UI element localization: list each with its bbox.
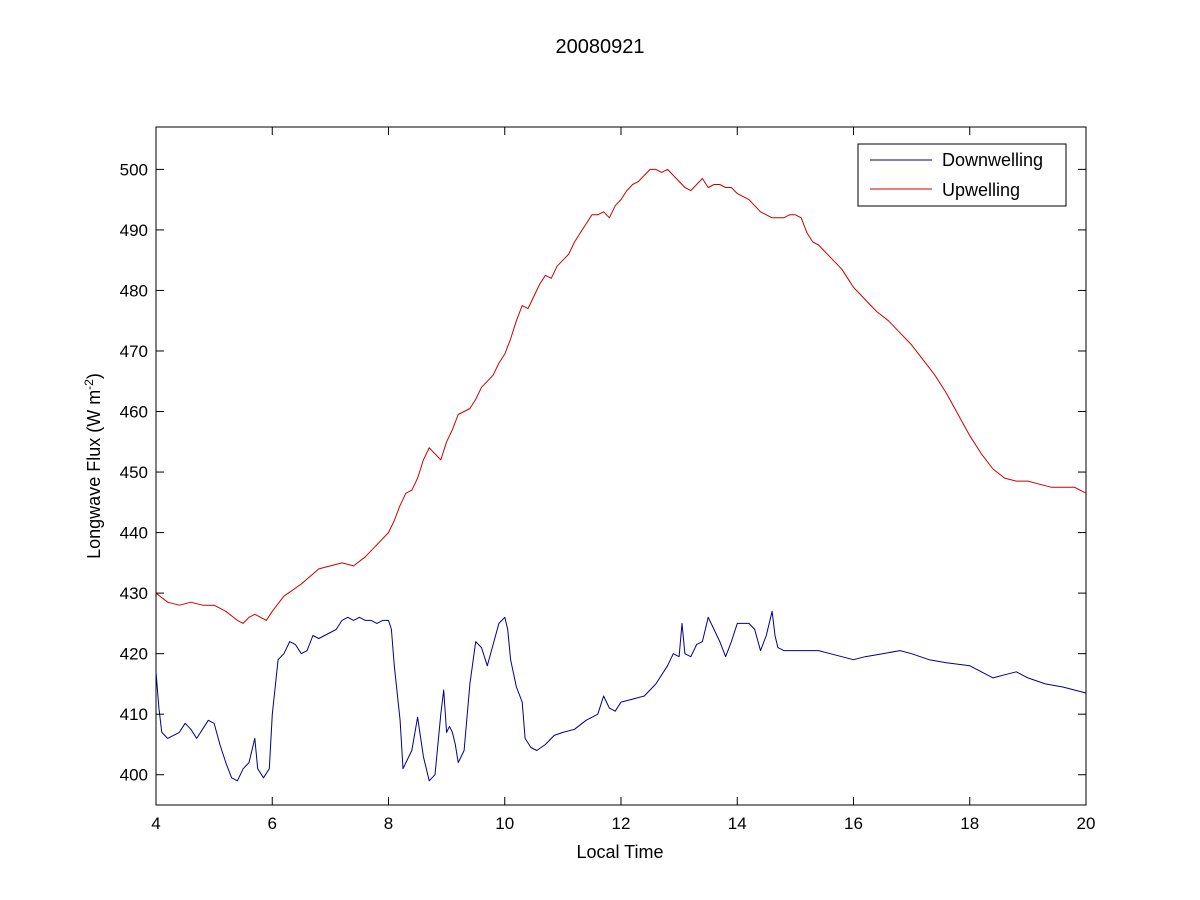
series-layer xyxy=(155,168,1087,782)
legend-label-downwelling: Downwelling xyxy=(942,150,1043,170)
y-tick-label: 430 xyxy=(120,584,148,603)
y-tick-label: 410 xyxy=(120,705,148,724)
x-tick-label: 12 xyxy=(612,814,631,833)
y-tick-label: 470 xyxy=(120,342,148,361)
y-axis-label-superscript: -2 xyxy=(82,379,96,390)
y-axis-label: Longwave Flux (W m-2) xyxy=(82,373,104,559)
series-line-downwelling xyxy=(155,610,1087,782)
x-tick-label: 20 xyxy=(1077,814,1096,833)
legend-box xyxy=(857,143,1067,207)
axis-layer: 4 6 8 10 12 14 16 18 20 400 410 420 430 440 450 460 470 4… xyxy=(120,127,1096,833)
y-tick-label: 420 xyxy=(120,645,148,664)
x-tick-label: 10 xyxy=(495,814,514,833)
x-tick-label: 6 xyxy=(268,814,277,833)
x-tick-label: 4 xyxy=(151,814,160,833)
y-tick-label: 460 xyxy=(120,403,148,422)
y-tick-label: 400 xyxy=(120,766,148,785)
legend: Downwelling Upwelling xyxy=(857,143,1067,207)
chart-title: 20080921 xyxy=(556,36,645,58)
y-tick-label: 480 xyxy=(120,281,148,300)
y-tick-label: 500 xyxy=(120,160,148,179)
y-tick-label: 450 xyxy=(120,463,148,482)
y-axis-label-close: ) xyxy=(84,373,104,379)
x-tick-label: 18 xyxy=(960,814,979,833)
x-tick-label: 14 xyxy=(728,814,747,833)
y-axis-label-main: Longwave Flux (W m xyxy=(84,390,104,559)
y-tick-label: 490 xyxy=(120,221,148,240)
x-tick-label: 16 xyxy=(844,814,863,833)
y-tick-label: 440 xyxy=(120,524,148,543)
x-tick-label: 8 xyxy=(384,814,393,833)
plot-frame xyxy=(155,126,1087,806)
legend-label-upwelling: Upwelling xyxy=(942,180,1020,200)
series-line-upwelling xyxy=(155,168,1087,624)
x-axis-label: Local Time xyxy=(576,842,663,862)
